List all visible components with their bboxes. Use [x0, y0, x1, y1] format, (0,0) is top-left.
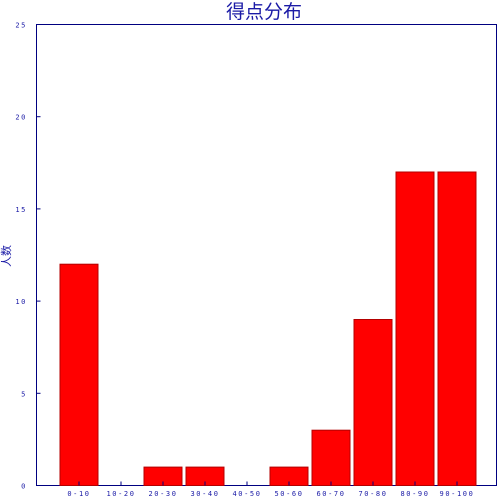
bar-90-100: [437, 171, 477, 486]
y-tick-label: 0: [21, 483, 27, 491]
x-tick-label: 40-50: [232, 490, 261, 498]
y-axis-ticks: 0 5 10 15 20 25: [15, 22, 41, 491]
x-tick-label: 0-10: [67, 490, 90, 498]
bar-80-90: [395, 171, 435, 486]
y-tick-label: 5: [21, 390, 27, 398]
bar-60-70: [311, 429, 351, 487]
x-tick-label: 70-80: [358, 490, 387, 498]
x-tick-label: 80-90: [400, 490, 429, 498]
chart-title: 得点分布: [226, 1, 302, 23]
y-tick-label: 15: [15, 206, 27, 214]
bars-group: [59, 171, 477, 487]
y-axis-label: 人数: [0, 245, 13, 267]
x-tick-label: 50-60: [274, 490, 303, 498]
y-tick-label: 20: [15, 114, 27, 122]
bar-70-80: [353, 319, 393, 486]
x-tick-label: 10-20: [106, 490, 135, 498]
bar-0-10: [59, 263, 99, 487]
y-tick-label: 10: [15, 298, 27, 306]
x-tick-label: 30-40: [190, 490, 219, 498]
plot-area-frame: [36, 24, 497, 486]
x-tick-label: 60-70: [316, 490, 345, 498]
x-tick-label: 20-30: [148, 490, 177, 498]
y-tick-label: 25: [15, 22, 27, 30]
x-tick-label: 90-100: [440, 490, 475, 498]
x-axis-ticks: 0-10 10-20 20-30 30-40 40-50 50-60 60-70 70-80 8…: [67, 481, 475, 498]
